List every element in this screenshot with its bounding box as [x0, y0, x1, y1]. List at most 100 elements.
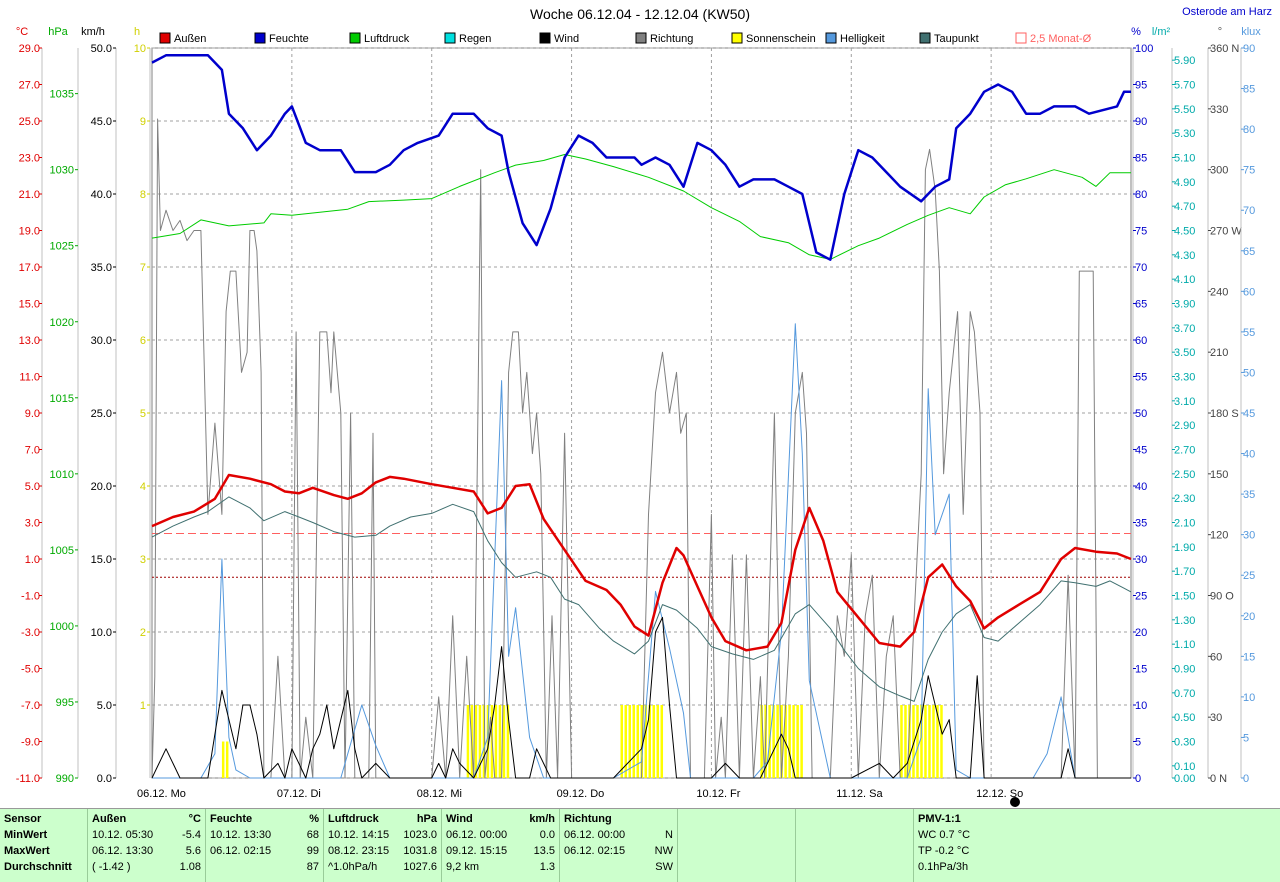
- axis-tick-label: 20.0: [91, 481, 112, 493]
- axis-tick-label: 30: [1135, 554, 1147, 566]
- axis-tick-label: 40: [1243, 449, 1255, 461]
- footer-empty-2: [796, 809, 914, 882]
- sunshine-bar: [644, 705, 648, 778]
- footer-aussen: Außen °C 10.12. 05:30 -5.4 06.12. 13:30 5.6…: [88, 809, 206, 882]
- footer-aussen-title: Außen: [92, 813, 127, 825]
- axis-pressure: 1035 1030 1025 1020 1015 1010 1005 1000 995 990: [50, 48, 79, 785]
- axis-tick-label: 0.00: [1174, 773, 1195, 785]
- axis-wind: 50.0 45.0 40.0 35.0 30.0 25.0 20.0 15.0 10.0 5.0 0…: [91, 43, 117, 785]
- axis-tick-label: 90: [1243, 43, 1255, 55]
- axis-tick-label: 1005: [50, 545, 74, 557]
- axis-tick-label: 1000: [50, 621, 74, 633]
- axis-tick-label: 270 W: [1210, 226, 1242, 238]
- sunshine-bar: [656, 705, 660, 778]
- axis-tick-label: 180 S: [1210, 408, 1239, 420]
- axis-tick-label: 1.10: [1174, 639, 1195, 651]
- footer-feuchte-min-time: 10.12. 13:30: [210, 829, 272, 841]
- sunshine-bar: [796, 705, 799, 778]
- axis-tick-label: 50.0: [91, 43, 112, 55]
- axis-tick-label: 25: [1135, 591, 1147, 603]
- axis-tick-label: 95: [1135, 80, 1147, 92]
- footer-wind-max-time: 09.12. 15:15: [446, 845, 508, 857]
- axis-tick-label: 5.0: [97, 700, 112, 712]
- axis-tick-label: 15: [1135, 664, 1147, 676]
- footer-feuchte-title: Feuchte: [210, 813, 253, 825]
- legend-label: Helligkeit: [840, 33, 885, 45]
- day-label: 06.12. Mo: [137, 788, 186, 800]
- sunshine-bar: [904, 705, 907, 778]
- axis-tick-label: 4.70: [1174, 201, 1195, 213]
- sunshine-bar: [788, 705, 791, 778]
- footer-luftdruck-unit: hPa: [416, 813, 437, 825]
- footer-aussen-avg-note: ( -1.42 ): [92, 861, 131, 873]
- axis-tick-label: 3.90: [1174, 299, 1195, 311]
- footer-feuchte-max-value: 99: [306, 845, 319, 857]
- axis-tick-label: 27.0: [19, 80, 40, 92]
- axis-tick-label: 7.0: [25, 445, 40, 457]
- left-axes: 29.027.025.023.021.019.017.015.013.011.0…: [16, 43, 151, 785]
- axis-tick-label: 120: [1210, 530, 1228, 542]
- axis-tick-label: 10.0: [91, 627, 112, 639]
- axis-tick-label: 7: [140, 262, 146, 274]
- sunshine-bar: [792, 705, 795, 778]
- axis-tick-label: 6: [140, 335, 146, 347]
- legend-label: Regen: [459, 33, 491, 45]
- legend-swatch: [919, 32, 931, 44]
- day-label: 08.12. Mi: [417, 788, 462, 800]
- axis-tick-label: 0 N: [1210, 773, 1227, 785]
- axis-tick-label: 5.10: [1174, 153, 1195, 165]
- unit-rain: l/m²: [1152, 26, 1171, 38]
- footer-pmv-trend: 0.1hPa/3h: [918, 861, 969, 873]
- series-wind: [151, 616, 1131, 779]
- series-richtung: [151, 118, 1131, 779]
- axis-tick-label: 1035: [50, 89, 74, 101]
- axis-tick-label: -5.0: [21, 664, 40, 676]
- axis-tick-label: 1.90: [1174, 542, 1195, 554]
- axis-tick-label: 4.90: [1174, 177, 1195, 189]
- axis-unit-labels: °C hPa km/h h% l/m² ° klux: [16, 26, 1261, 38]
- axis-tick-label: 5.70: [1174, 80, 1195, 92]
- sunshine-bar: [912, 705, 915, 778]
- axis-tick-label: 0: [1135, 773, 1141, 785]
- axis-tick-label: 35.0: [91, 262, 112, 274]
- footer-empty-1: [678, 809, 796, 882]
- axis-tick-label: 40: [1135, 481, 1147, 493]
- axis-tick-label: 45: [1243, 408, 1255, 420]
- footer-wind-max-value: 13.5: [533, 845, 555, 857]
- footer-wind-avg-value: 1.3: [539, 861, 555, 873]
- sunshine-bar: [221, 741, 225, 778]
- footer-row-min: MinWert: [4, 829, 48, 841]
- axis-tick-label: 23.0: [19, 153, 40, 165]
- unit-sun: h: [134, 26, 140, 38]
- axis-tick-label: 3.70: [1174, 323, 1195, 335]
- axis-tick-label: 0.50: [1174, 712, 1195, 724]
- axis-tick-label: 9: [140, 116, 146, 128]
- axis-tick-label: 55: [1135, 372, 1147, 384]
- axis-tick-label: 10: [1243, 692, 1255, 704]
- sunshine-bar: [506, 705, 510, 778]
- axis-tick-label: 5.90: [1174, 55, 1195, 67]
- legend-label: 2,5 Monat-Ø: [1030, 33, 1092, 45]
- footer-aussen-unit: °C: [188, 813, 201, 825]
- sunshine-bar: [225, 741, 229, 778]
- axis-tick-label: 5.30: [1174, 128, 1195, 140]
- footer-richtung-max-time: 06.12. 02:15: [564, 845, 626, 857]
- axis-tick-label: 11.0: [19, 372, 40, 384]
- footer-wind-title: Wind: [446, 813, 473, 825]
- axis-rain: 5.90 5.70 5.50 5.30 5.10 4.90 4.70 4.50 4.30 4.10…: [1171, 48, 1195, 785]
- footer-pmv-tp: TP -0.2 °C: [918, 845, 970, 857]
- sunshine-bar: [502, 705, 506, 778]
- axis-tick-label: 17.0: [19, 262, 40, 274]
- axis-tick-label: 21.0: [19, 189, 40, 201]
- axis-tick-label: 25.0: [91, 408, 112, 420]
- axis-tick-label: 20: [1243, 611, 1255, 623]
- axis-tick-label: 25: [1243, 570, 1255, 582]
- sunshine-bar: [936, 705, 939, 778]
- sunshine-bar: [924, 705, 927, 778]
- axis-tick-label: 2.30: [1174, 493, 1195, 505]
- sunshine-bar: [920, 705, 923, 778]
- day-labels: 06.12. Mo 07.12. Di 08.12. Mi 09.12. Do 10.1…: [137, 788, 1023, 807]
- location-label: Osterode am Harz: [1182, 6, 1272, 18]
- axis-tick-label: 35: [1243, 489, 1255, 501]
